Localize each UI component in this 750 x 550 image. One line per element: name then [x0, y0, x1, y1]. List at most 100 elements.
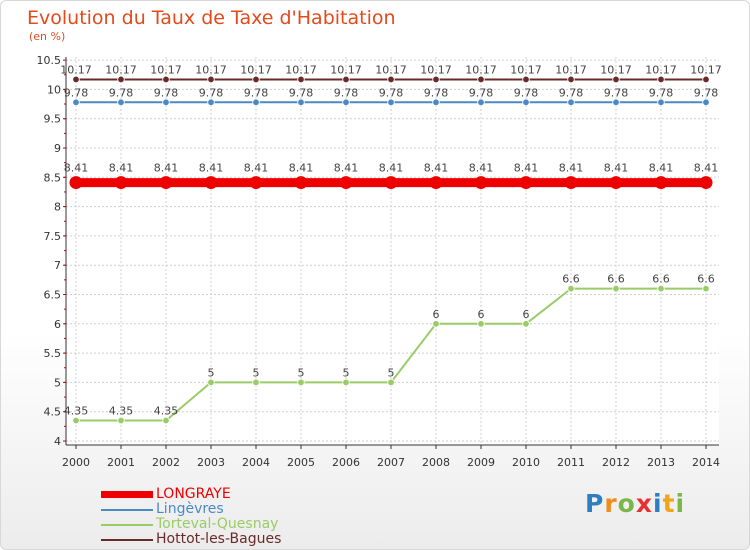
x-tick-label: 2007 — [377, 456, 405, 469]
data-label-ling-vres: 9.78 — [559, 86, 584, 99]
point-torteval-quesnay — [657, 284, 665, 293]
legend-item: Torteval-Quesnay — [101, 517, 281, 532]
point-hottot-les-bagues — [72, 75, 80, 84]
data-label-longraye: 8.41 — [64, 162, 89, 175]
data-label-longraye: 8.41 — [559, 162, 584, 175]
point-torteval-quesnay — [162, 416, 170, 425]
data-label-torteval-quesnay: 5 — [343, 366, 350, 379]
data-label-torteval-quesnay: 6 — [433, 308, 440, 321]
point-torteval-quesnay — [702, 284, 710, 293]
data-label-torteval-quesnay: 5 — [388, 366, 395, 379]
data-label-ling-vres: 9.78 — [289, 86, 314, 99]
legend-swatch — [101, 538, 153, 541]
point-ling-vres — [702, 98, 710, 106]
legend-label: Lingèvres — [156, 501, 224, 517]
y-tick-label: 10.5 — [37, 54, 62, 67]
point-torteval-quesnay — [387, 378, 395, 387]
series-layer — [69, 75, 713, 425]
data-label-torteval-quesnay: 5 — [208, 366, 215, 379]
logo-letter: t — [662, 489, 676, 518]
data-label-hottot-les-bagues: 10.17 — [150, 63, 182, 76]
y-tick-label: 5.5 — [44, 347, 62, 360]
point-longraye — [159, 176, 173, 190]
point-ling-vres — [387, 98, 395, 106]
point-hottot-les-bagues — [657, 75, 665, 84]
y-tick-label: 8 — [54, 201, 61, 214]
y-tick-label: 8.5 — [44, 171, 62, 184]
data-label-torteval-quesnay: 6.6 — [697, 273, 715, 286]
data-label-hottot-les-bagues: 10.17 — [330, 63, 362, 76]
data-label-ling-vres: 9.78 — [424, 86, 449, 99]
logo-letter: x — [635, 489, 653, 518]
point-torteval-quesnay — [117, 416, 125, 425]
point-longraye — [249, 176, 263, 190]
y-tick-label: 10 — [47, 83, 61, 96]
legend-item: LONGRAYE — [101, 487, 281, 502]
data-label-hottot-les-bagues: 10.17 — [60, 63, 92, 76]
data-label-torteval-quesnay: 6 — [523, 308, 530, 321]
point-ling-vres — [252, 98, 260, 106]
point-longraye — [114, 176, 128, 190]
point-hottot-les-bagues — [432, 75, 440, 84]
point-hottot-les-bagues — [522, 75, 530, 84]
point-ling-vres — [522, 98, 530, 106]
data-labels-layer: 10.17 10.17 10.17 10.17 10.17 10.17 10.17 10.17… — [60, 63, 722, 417]
data-label-ling-vres: 9.78 — [109, 86, 134, 99]
legend-item: Hottot-les-Bagues — [101, 532, 281, 547]
point-torteval-quesnay — [567, 284, 575, 293]
data-label-ling-vres: 9.78 — [514, 86, 539, 99]
data-label-torteval-quesnay: 6 — [478, 308, 485, 321]
point-torteval-quesnay — [432, 320, 440, 328]
point-hottot-les-bagues — [342, 75, 350, 84]
data-label-ling-vres: 9.78 — [694, 86, 719, 99]
point-longraye — [294, 176, 308, 190]
data-label-torteval-quesnay: 4.35 — [154, 404, 179, 417]
data-label-hottot-les-bagues: 10.17 — [645, 63, 677, 76]
point-longraye — [429, 176, 443, 190]
point-torteval-quesnay — [72, 416, 80, 425]
point-longraye — [384, 176, 398, 190]
point-ling-vres — [477, 98, 485, 106]
point-hottot-les-bagues — [702, 75, 710, 84]
data-label-hottot-les-bagues: 10.17 — [510, 63, 542, 76]
x-tick-label: 2010 — [512, 456, 540, 469]
data-label-hottot-les-bagues: 10.17 — [600, 63, 632, 76]
data-label-hottot-les-bagues: 10.17 — [105, 63, 137, 76]
data-label-longraye: 8.41 — [379, 162, 404, 175]
x-tick-label: 2012 — [602, 456, 630, 469]
data-label-longraye: 8.41 — [154, 162, 179, 175]
point-hottot-les-bagues — [477, 75, 485, 84]
point-longraye — [654, 176, 668, 190]
data-label-torteval-quesnay: 6.6 — [562, 273, 580, 286]
x-tick-label: 2011 — [557, 456, 585, 469]
point-torteval-quesnay — [612, 284, 620, 293]
x-tick-label: 2013 — [647, 456, 675, 469]
point-hottot-les-bagues — [207, 75, 215, 84]
point-hottot-les-bagues — [567, 75, 575, 84]
x-tick-label: 2005 — [287, 456, 315, 469]
point-longraye — [474, 176, 488, 190]
point-longraye — [69, 176, 83, 190]
y-tick-label: 4.5 — [44, 406, 62, 419]
plot-area — [66, 57, 719, 445]
legend-item: Lingèvres — [101, 502, 281, 517]
x-tick-label: 2002 — [152, 456, 180, 469]
point-torteval-quesnay — [342, 378, 350, 387]
x-tick-label: 2001 — [107, 456, 135, 469]
point-torteval-quesnay — [252, 378, 260, 387]
data-label-longraye: 8.41 — [694, 162, 719, 175]
point-hottot-les-bagues — [252, 75, 260, 84]
point-ling-vres — [657, 98, 665, 106]
point-longraye — [339, 176, 353, 190]
point-torteval-quesnay — [297, 378, 305, 387]
data-label-ling-vres: 9.78 — [244, 86, 269, 99]
logo-letter: i — [653, 489, 663, 518]
point-ling-vres — [117, 98, 125, 106]
legend-swatch — [101, 491, 153, 498]
point-longraye — [609, 176, 623, 190]
logo-letter: P — [585, 489, 605, 518]
data-label-torteval-quesnay: 4.35 — [64, 404, 89, 417]
x-tick-label: 2006 — [332, 456, 360, 469]
legend: LONGRAYE Lingèvres Torteval-Quesnay Hottot-… — [101, 487, 281, 547]
